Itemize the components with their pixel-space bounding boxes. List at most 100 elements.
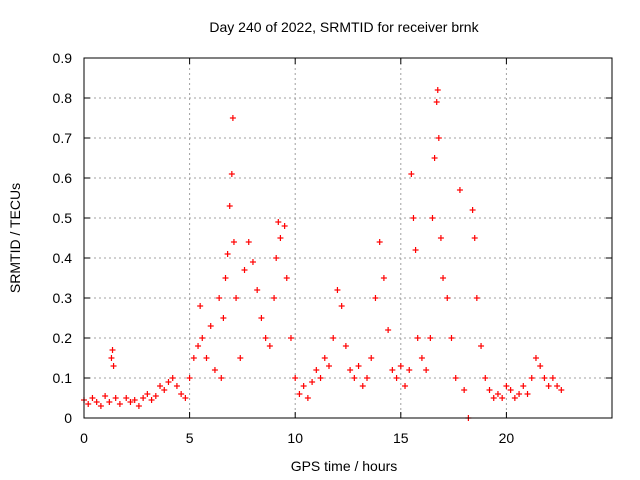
data-point bbox=[461, 387, 468, 393]
data-point bbox=[364, 375, 371, 381]
data-point bbox=[406, 367, 413, 373]
x-tick-label: 20 bbox=[499, 430, 515, 446]
data-point bbox=[520, 383, 527, 389]
data-point bbox=[393, 375, 400, 381]
data-point bbox=[241, 267, 248, 273]
data-point bbox=[313, 367, 320, 373]
data-point bbox=[207, 323, 214, 329]
data-point bbox=[541, 375, 548, 381]
data-point bbox=[385, 327, 392, 333]
data-point bbox=[372, 295, 379, 301]
data-point bbox=[281, 223, 288, 229]
data-point bbox=[321, 355, 328, 361]
grid-layer bbox=[84, 58, 612, 418]
data-point bbox=[304, 395, 311, 401]
data-point bbox=[140, 395, 147, 401]
data-point bbox=[342, 343, 349, 349]
data-point bbox=[490, 395, 497, 401]
points-layer bbox=[81, 87, 565, 421]
data-point bbox=[524, 391, 531, 397]
data-point bbox=[216, 295, 223, 301]
data-point bbox=[152, 393, 159, 399]
data-point bbox=[266, 343, 273, 349]
data-point bbox=[229, 115, 236, 121]
data-point bbox=[245, 239, 252, 245]
data-point bbox=[224, 251, 231, 257]
y-tick-label: 0.3 bbox=[53, 290, 73, 306]
data-point bbox=[412, 247, 419, 253]
data-point bbox=[283, 275, 290, 281]
data-point bbox=[182, 395, 189, 401]
data-point bbox=[355, 363, 362, 369]
data-point bbox=[473, 295, 480, 301]
data-point bbox=[554, 383, 561, 389]
data-point bbox=[469, 207, 476, 213]
data-point bbox=[262, 335, 269, 341]
data-point bbox=[558, 387, 565, 393]
data-point bbox=[300, 383, 307, 389]
data-point bbox=[444, 295, 451, 301]
data-point bbox=[230, 239, 237, 245]
data-point bbox=[499, 395, 506, 401]
data-point bbox=[408, 171, 415, 177]
data-point bbox=[368, 355, 375, 361]
y-tick-label: 0.8 bbox=[53, 90, 73, 106]
data-point bbox=[423, 367, 430, 373]
data-point bbox=[178, 391, 185, 397]
x-tick-labels: 0 5 10 15 20 bbox=[80, 430, 514, 446]
data-point bbox=[233, 295, 240, 301]
data-point bbox=[482, 375, 489, 381]
data-point bbox=[431, 155, 438, 161]
data-point bbox=[434, 87, 441, 93]
data-point bbox=[135, 403, 142, 409]
data-point bbox=[516, 391, 523, 397]
y-tick-label: 0.9 bbox=[53, 50, 73, 66]
data-point bbox=[106, 399, 113, 405]
data-point bbox=[271, 295, 278, 301]
data-point bbox=[309, 379, 316, 385]
data-point bbox=[338, 303, 345, 309]
data-point bbox=[249, 259, 256, 265]
data-point bbox=[414, 335, 421, 341]
data-point bbox=[197, 303, 204, 309]
data-point bbox=[456, 187, 463, 193]
data-point bbox=[190, 355, 197, 361]
data-point bbox=[237, 355, 244, 361]
data-point bbox=[325, 363, 332, 369]
data-point bbox=[93, 399, 100, 405]
data-point bbox=[273, 255, 280, 261]
y-tick-label: 0.2 bbox=[53, 330, 73, 346]
y-tick-label: 0.5 bbox=[53, 210, 73, 226]
y-tick-labels: 0 0.1 0.2 0.3 0.4 0.5 0.6 0.7 0.8 0.9 bbox=[53, 50, 73, 426]
data-point bbox=[427, 335, 434, 341]
data-point bbox=[109, 347, 116, 353]
data-point bbox=[376, 239, 383, 245]
y-tick-label: 0.7 bbox=[53, 130, 73, 146]
data-point bbox=[486, 387, 493, 393]
data-point bbox=[330, 335, 337, 341]
y-tick-label: 0.4 bbox=[53, 250, 73, 266]
data-point bbox=[157, 383, 164, 389]
data-point bbox=[110, 363, 117, 369]
data-point bbox=[97, 403, 104, 409]
data-point bbox=[116, 401, 123, 407]
data-point bbox=[448, 335, 455, 341]
data-point bbox=[296, 391, 303, 397]
data-point bbox=[218, 375, 225, 381]
data-point bbox=[507, 387, 514, 393]
data-point bbox=[258, 315, 265, 321]
data-point bbox=[195, 343, 202, 349]
data-point bbox=[528, 375, 535, 381]
data-point bbox=[351, 375, 358, 381]
data-point bbox=[549, 375, 556, 381]
data-point bbox=[102, 393, 109, 399]
x-tick-label: 15 bbox=[393, 430, 409, 446]
data-point bbox=[334, 287, 341, 293]
data-point bbox=[359, 383, 366, 389]
data-point bbox=[410, 215, 417, 221]
data-point bbox=[397, 363, 404, 369]
data-point bbox=[161, 387, 168, 393]
data-point bbox=[220, 315, 227, 321]
data-point bbox=[433, 99, 440, 105]
